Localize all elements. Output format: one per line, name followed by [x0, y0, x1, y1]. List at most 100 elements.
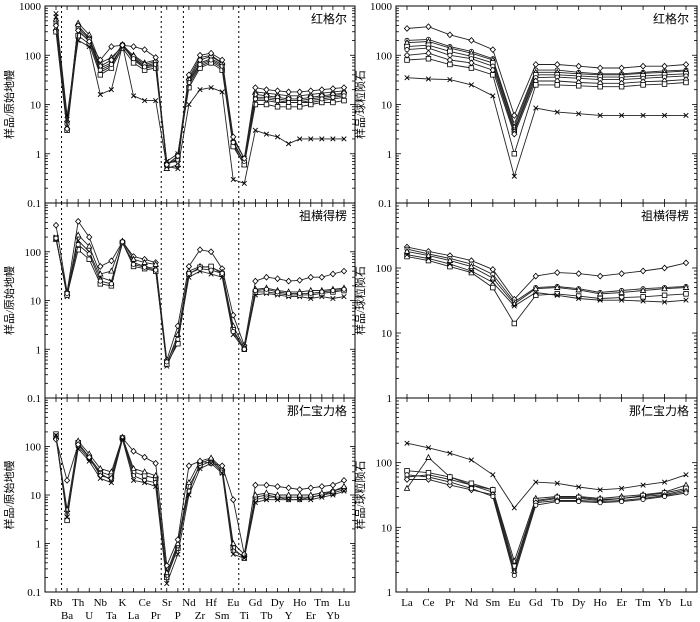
data-point — [131, 56, 137, 62]
data-point — [554, 499, 560, 505]
data-point — [318, 489, 326, 496]
data-point — [230, 496, 237, 504]
panel-title: 祖横得楞 — [641, 208, 689, 223]
data-point — [219, 89, 225, 95]
series-5 — [404, 252, 689, 309]
data-point — [52, 436, 60, 443]
data-point — [53, 11, 59, 17]
data-point — [329, 270, 337, 278]
data-point — [640, 496, 646, 502]
data-point — [489, 274, 497, 281]
y-tick-label: 0.1 — [27, 587, 41, 599]
x-tick-label: K — [118, 597, 126, 609]
data-point — [682, 283, 690, 290]
data-point — [97, 91, 103, 98]
y-axis-title: 样品/原始地幔 — [2, 460, 16, 529]
x-tick-label: Nd — [182, 597, 196, 609]
data-point — [340, 477, 348, 484]
data-point — [468, 457, 475, 463]
series-line — [406, 44, 687, 132]
data-point — [297, 136, 303, 142]
data-point — [468, 65, 475, 71]
data-point — [490, 284, 496, 291]
y-tick-label: 10 — [30, 100, 42, 112]
x-tick-label: Yb — [658, 597, 672, 609]
y-tick-label: 10 — [30, 490, 42, 502]
series-line — [406, 77, 686, 178]
data-point — [274, 483, 281, 490]
series-6 — [404, 472, 689, 578]
data-point — [341, 488, 347, 494]
data-point — [330, 288, 336, 294]
data-point — [86, 233, 93, 241]
data-point — [86, 251, 92, 257]
data-point — [130, 255, 137, 262]
data-point — [119, 41, 126, 49]
y-tick-label: 1 — [36, 149, 42, 161]
x-tick-label: Er — [616, 597, 627, 609]
data-point — [297, 99, 303, 105]
data-point — [661, 285, 668, 292]
data-point — [197, 266, 203, 272]
data-point — [296, 104, 303, 110]
series-8 — [52, 22, 348, 169]
data-point — [230, 329, 236, 335]
data-point — [683, 490, 689, 496]
data-point — [533, 289, 539, 296]
data-point — [86, 43, 92, 50]
data-point — [618, 270, 625, 277]
series-3 — [52, 19, 348, 171]
data-point — [263, 86, 270, 94]
data-point — [153, 480, 159, 486]
data-point — [108, 43, 115, 50]
data-point — [274, 275, 281, 283]
data-point — [330, 136, 336, 142]
data-point — [152, 54, 159, 61]
data-point — [196, 246, 204, 254]
x-tick-label: Tb — [260, 610, 273, 622]
data-point — [575, 286, 582, 293]
data-point — [468, 262, 475, 270]
data-point — [447, 261, 453, 267]
x-tick-label: Ti — [240, 610, 249, 622]
y-tick-label: 1 — [387, 587, 393, 599]
data-point — [330, 94, 336, 100]
data-point — [275, 98, 281, 104]
data-point — [661, 264, 668, 272]
data-point — [207, 49, 215, 57]
data-point — [174, 536, 181, 544]
data-point — [185, 462, 193, 470]
series-line — [406, 58, 687, 156]
x-tick-label: Ta — [106, 610, 117, 622]
data-point — [576, 111, 582, 117]
data-point — [307, 484, 314, 492]
data-point — [575, 83, 582, 89]
series-line — [55, 234, 345, 365]
data-point — [618, 294, 625, 301]
data-point — [75, 446, 81, 452]
data-point — [661, 112, 668, 119]
data-point — [196, 457, 204, 465]
x-tick-label: Er — [306, 610, 317, 622]
data-point — [468, 268, 475, 274]
series-line — [406, 38, 687, 126]
data-point — [97, 475, 103, 482]
data-point — [85, 242, 93, 249]
data-point — [130, 464, 137, 472]
data-point — [533, 502, 539, 508]
chart-panel-6: 1 10 100 样品/球粒陨石 那仁宝力格 La Ce Pr Nd Sm Eu Gd Tb Dy Ho Er… — [353, 397, 698, 609]
series-8 — [404, 56, 689, 157]
data-point — [74, 231, 82, 238]
data-point — [208, 57, 214, 63]
x-tick-label: Sr — [162, 597, 172, 609]
data-point — [447, 61, 453, 68]
plot-frame — [395, 397, 698, 593]
series-1 — [52, 217, 348, 364]
data-point — [308, 98, 314, 104]
data-point — [639, 286, 647, 293]
data-point — [640, 112, 646, 119]
data-point — [285, 497, 292, 503]
chart-panel-5: 1 10 100 样品/球粒陨石 祖横得楞 — [353, 202, 698, 405]
series-2 — [53, 435, 347, 578]
